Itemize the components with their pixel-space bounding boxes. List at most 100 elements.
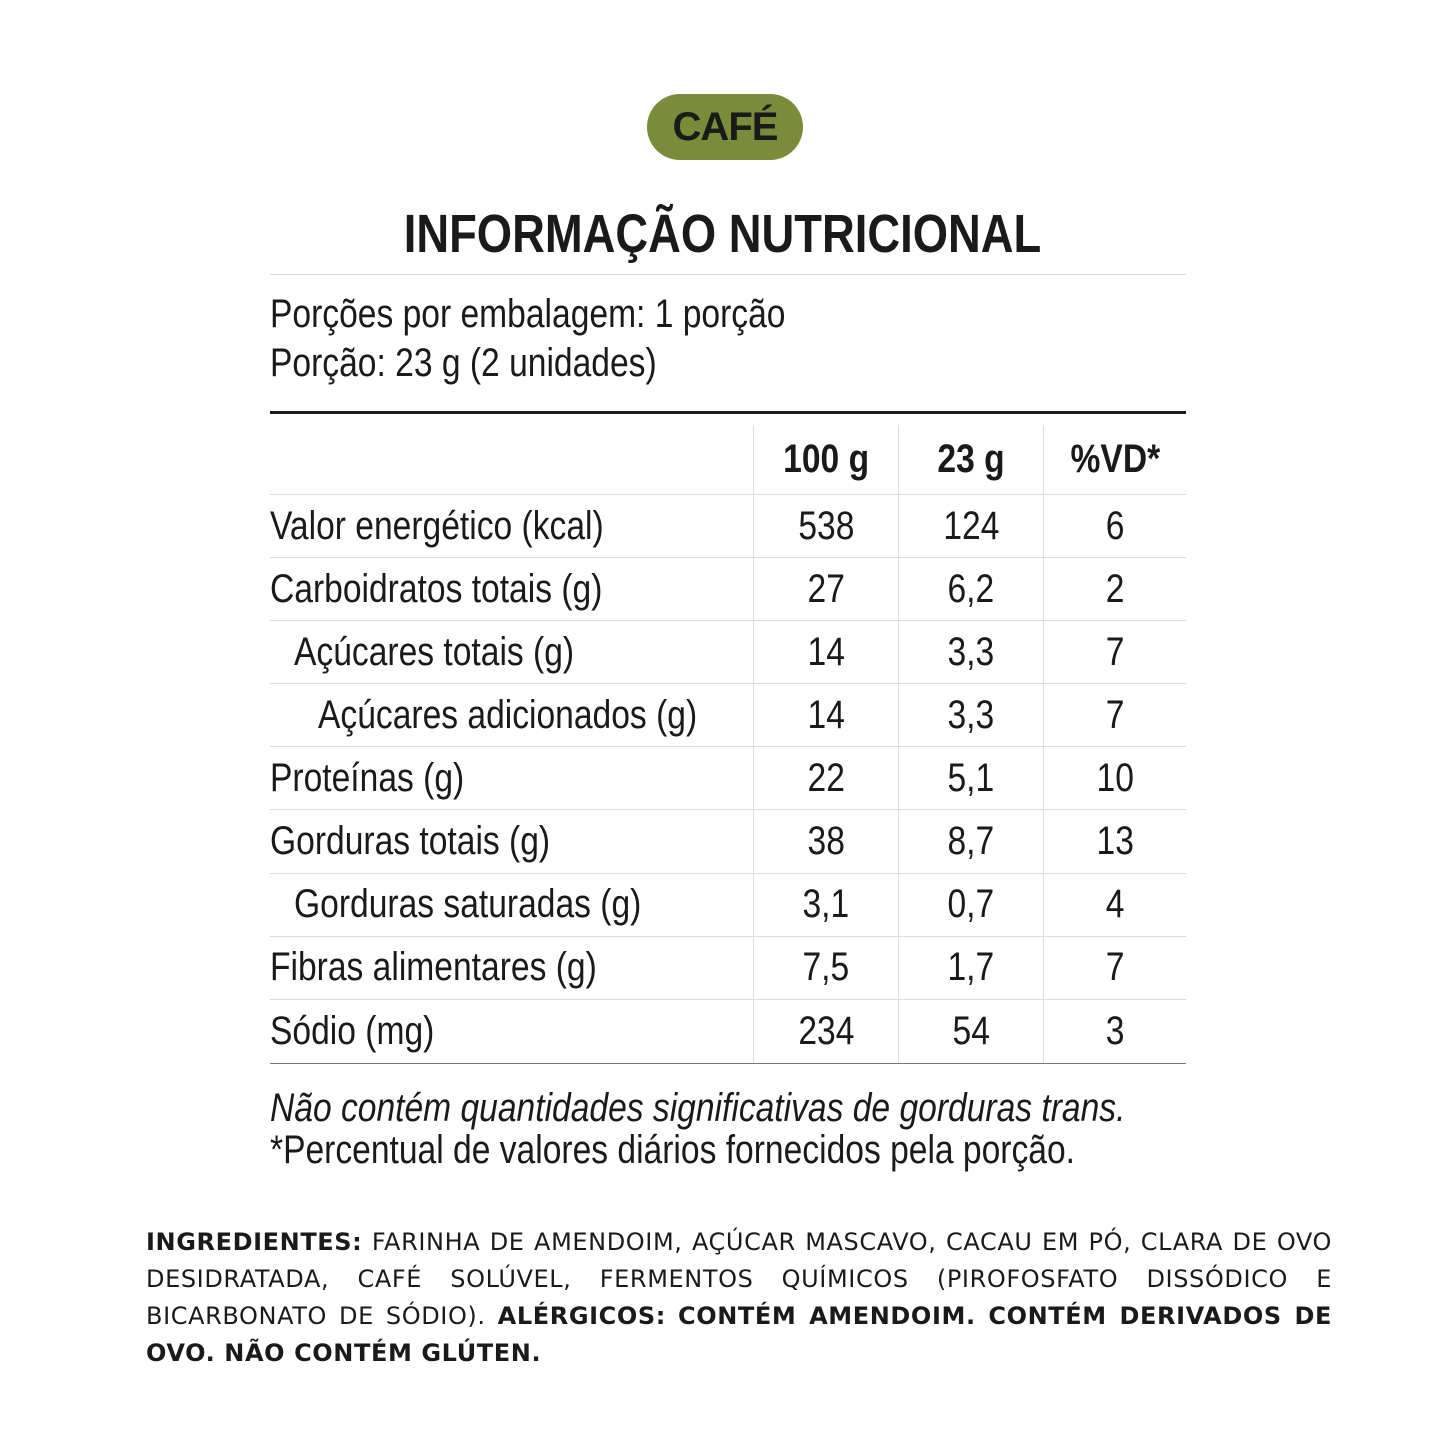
nutrient-value: 54 <box>898 999 1043 1063</box>
nutrient-name-text: Açúcares adicionados (g) <box>318 692 698 737</box>
flavor-badge: CAFÉ <box>647 94 803 160</box>
nutrient-value-text: 7 <box>1105 945 1125 990</box>
nutrient-name-text: Gorduras saturadas (g) <box>294 882 642 927</box>
nutrient-name: Fibras alimentares (g) <box>270 937 753 1000</box>
nutrient-value: 14 <box>753 684 898 748</box>
note: Não contém quantidades significativas de… <box>270 1086 1288 1131</box>
nutrient-name: Carboidratos totais (g) <box>270 558 753 622</box>
allergens-label: ALÉRGICOS: <box>497 1302 666 1330</box>
nutrition-table: 100 g 23 g %VD* Valor energético (kcal) 538 1… <box>270 425 1186 1064</box>
nutrient-value-text: 5,1 <box>947 755 995 800</box>
nutrient-name-text: Sódio (mg) <box>270 1008 435 1053</box>
nutrient-value: 2 <box>1043 558 1186 622</box>
nutrient-value-text: 3,1 <box>802 882 850 927</box>
nutrient-value: 7 <box>1043 621 1186 685</box>
badge-text: CAFÉ <box>672 104 779 149</box>
ingredients-text: FARINHA DE AMENDOIM, AÇÚCAR MASCAVO, CAC… <box>146 1228 1332 1330</box>
nutrient-value-text: 234 <box>797 1008 855 1053</box>
nutrient-value: 27 <box>753 558 898 622</box>
nutrient-name: Proteínas (g) <box>270 747 753 811</box>
portions: Porções por embalagem: 1 porção <box>270 292 786 336</box>
nutrient-value: 1,7 <box>898 936 1043 1000</box>
ingredients: INGREDIENTES: FARINHA DE AMENDOIM, AÇÚCA… <box>146 1224 1332 1372</box>
nutrient-value: 124 <box>898 495 1043 559</box>
nutrient-value: 6 <box>1043 495 1186 559</box>
nutrient-value-text: 4 <box>1105 882 1125 927</box>
ingredients-label: INGREDIENTES: <box>146 1228 363 1256</box>
nutrient-value: 22 <box>753 747 898 811</box>
nutrient-value-text: 22 <box>807 755 845 800</box>
nutrient-value: 6,2 <box>898 558 1043 622</box>
nutrient-value: 4 <box>1043 873 1186 937</box>
divider-thick <box>270 411 1186 414</box>
nutrient-value: 234 <box>753 999 898 1063</box>
nutrient-value-text: 3,3 <box>947 692 995 737</box>
nutrient-value-text: 10 <box>1096 755 1134 800</box>
nutrient-value-text: 14 <box>807 692 845 737</box>
divider <box>270 274 1186 275</box>
nutrient-value: 5,1 <box>898 747 1043 811</box>
nutrient-name-text: Açúcares totais (g) <box>294 629 575 674</box>
nutrient-value: 538 <box>753 495 898 559</box>
nutrient-value-text: 3 <box>1105 1008 1125 1053</box>
nutrient-value-text: 7 <box>1105 692 1125 737</box>
column-header-text: 100 g <box>783 437 869 481</box>
nutrient-value-text: 1,7 <box>947 945 995 990</box>
nutrient-value-text: 124 <box>942 503 1000 548</box>
nutrient-name: Gorduras totais (g) <box>270 810 753 874</box>
note-text: Não contém quantidades significativas de… <box>270 1086 1126 1130</box>
nutrient-name-text: Proteínas (g) <box>270 755 465 800</box>
nutrient-name: Sódio (mg) <box>270 1000 753 1063</box>
nutrient-value-text: 3,3 <box>947 629 995 674</box>
nutrient-name-text: Carboidratos totais (g) <box>270 566 603 611</box>
nutrient-name: Açúcares adicionados (g) <box>270 684 753 748</box>
header-blank <box>270 425 753 495</box>
nutrient-value-text: 54 <box>952 1008 990 1053</box>
nutrient-name: Valor energético (kcal) <box>270 495 753 559</box>
note: *Percentual de valores diários fornecido… <box>270 1128 1228 1173</box>
nutrient-value: 3 <box>1043 999 1186 1063</box>
nutrient-value: 0,7 <box>898 873 1043 937</box>
nutrient-value-text: 7,5 <box>802 945 850 990</box>
nutrient-value-text: 14 <box>807 629 845 674</box>
nutrient-value-text: 0,7 <box>947 882 995 927</box>
column-header: 23 g <box>898 425 1043 495</box>
title-text: INFORMAÇÃO NUTRICIONAL <box>403 204 1042 264</box>
nutrient-value-text: 6,2 <box>947 566 995 611</box>
nutrient-value-text: 13 <box>1096 819 1134 864</box>
column-header: %VD* <box>1043 425 1186 495</box>
nutrient-value: 13 <box>1043 810 1186 874</box>
nutrient-value: 3,3 <box>898 684 1043 748</box>
nutrient-value-text: 2 <box>1105 566 1125 611</box>
nutrient-name-text: Fibras alimentares (g) <box>270 945 597 990</box>
nutrient-value: 10 <box>1043 747 1186 811</box>
column-header-text: 23 g <box>937 437 1005 481</box>
column-header: 100 g <box>753 425 898 495</box>
nutrient-name: Açúcares totais (g) <box>270 621 753 685</box>
nutrient-value-text: 27 <box>807 566 845 611</box>
serving-line: Porções por embalagem: 1 porção <box>270 292 884 337</box>
nutrient-value: 14 <box>753 621 898 685</box>
portion: Porção: 23 g (2 unidades) <box>270 341 657 385</box>
nutrient-value: 7 <box>1043 936 1186 1000</box>
serving-line: Porção: 23 g (2 unidades) <box>270 341 730 386</box>
column-header-text: %VD* <box>1070 437 1160 481</box>
nutrient-value: 7 <box>1043 684 1186 748</box>
nutrient-value: 38 <box>753 810 898 874</box>
nutrient-value: 3,3 <box>898 621 1043 685</box>
nutrient-name-text: Gorduras totais (g) <box>270 819 551 864</box>
note-text: *Percentual de valores diários fornecido… <box>270 1128 1076 1172</box>
nutrient-value-text: 7 <box>1105 629 1125 674</box>
nutrient-value: 8,7 <box>898 810 1043 874</box>
nutrient-value: 7,5 <box>753 936 898 1000</box>
nutrient-value-text: 6 <box>1105 503 1125 548</box>
nutrient-value: 3,1 <box>753 873 898 937</box>
nutrient-value-text: 38 <box>807 819 845 864</box>
nutrient-name-text: Valor energético (kcal) <box>270 503 604 548</box>
nutrient-value-text: 538 <box>797 503 855 548</box>
nutrient-value-text: 8,7 <box>947 819 995 864</box>
allergens-text: CONTÉM AMENDOIM. CONTÉM DERIVADOS DE OVO… <box>146 1302 1333 1367</box>
title: INFORMAÇÃO NUTRICIONAL <box>0 203 1445 265</box>
nutrient-name: Gorduras saturadas (g) <box>270 874 753 937</box>
